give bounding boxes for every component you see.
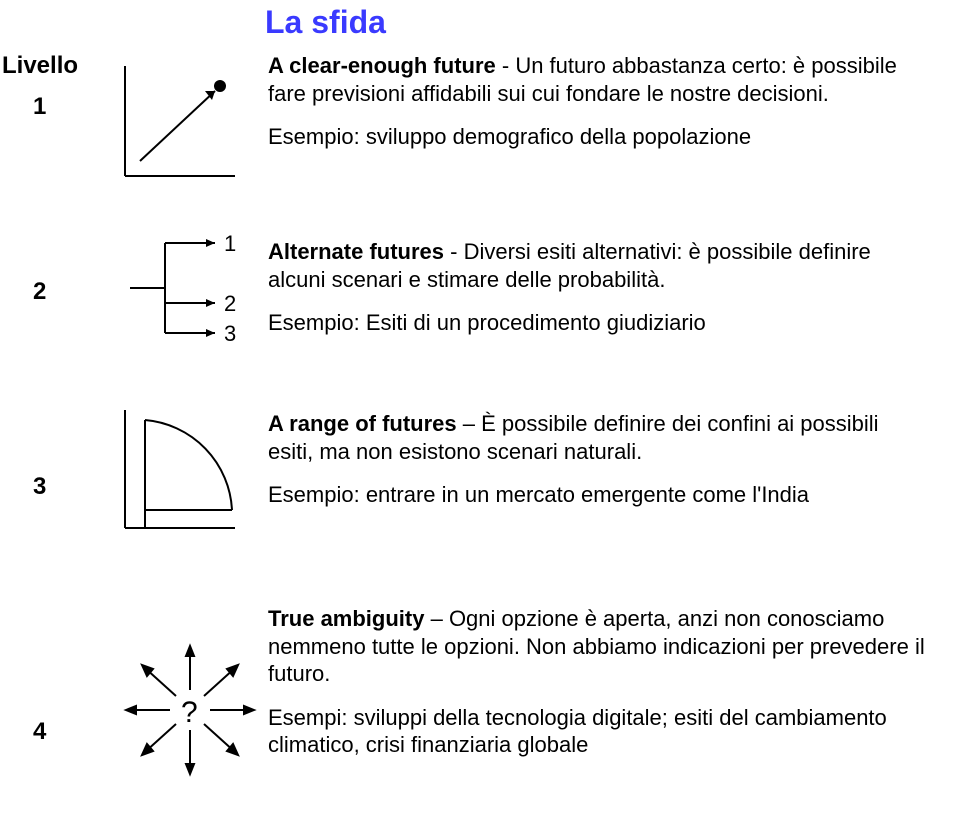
heading-1: A clear-enough future [268,53,496,78]
level-label-1: 1 [33,93,46,121]
diagram-true-ambiguity: ? [120,640,250,780]
page-title: La sfida [265,4,386,41]
heading-4: True ambiguity [268,606,424,631]
heading-3: A range of futures [268,411,457,436]
desc-block-4: True ambiguity – Ogni opzione è aperta, … [268,605,928,775]
diagram-alternate-futures: 1 2 3 [120,228,245,348]
level-column-header: Livello [2,52,78,80]
example-4: Esempi: sviluppi della tecnologia digita… [268,704,928,759]
example-3: Esempio: entrare in un mercato emergente… [268,481,928,509]
level-label-3: 3 [33,473,46,501]
tree-label-2: 2 [224,291,236,316]
level-label-4: 4 [33,718,46,746]
heading-2: Alternate futures [268,239,444,264]
level-label-2: 2 [33,278,46,306]
question-mark-icon: ? [181,696,198,729]
desc-block-3: A range of futures – È possibile definir… [268,410,928,525]
diagram-clear-future [120,66,245,186]
desc-block-2: Alternate futures - Diversi esiti altern… [268,238,928,353]
example-1: Esempio: sviluppo demografico della popo… [268,123,928,151]
tree-label-3: 3 [224,321,236,346]
tree-label-1: 1 [224,231,236,256]
example-2: Esempio: Esiti di un procedimento giudiz… [268,309,928,337]
diagram-range-of-futures [120,410,245,540]
desc-block-1: A clear-enough future - Un futuro abbast… [268,52,928,167]
